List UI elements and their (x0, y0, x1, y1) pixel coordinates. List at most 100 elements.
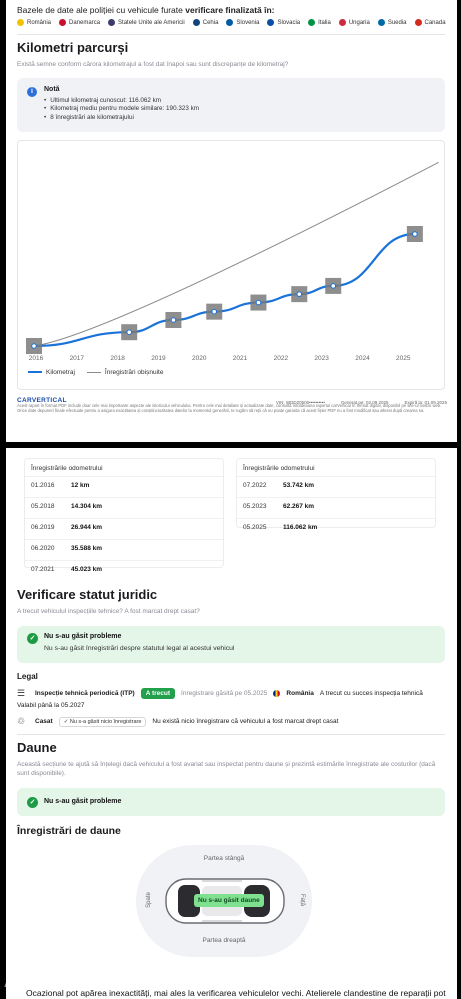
odometer-value: 116.062 km (283, 524, 318, 531)
odometer-table-header: Înregistrările odometrului (31, 465, 103, 472)
flag-icon (226, 19, 234, 26)
odometer-value: 14.304 km (71, 503, 103, 510)
x-tick-label: 2024 (355, 355, 370, 362)
data-point (412, 231, 418, 237)
x-tick-label: 2019 (151, 355, 166, 362)
itp-row: ☰ Inspecție tehnică periodică (ITP) A tr… (17, 688, 423, 699)
odometer-row: 01.2016 12 km (25, 476, 223, 494)
country-list: România Danemarca Statele Unite ale Americ… (17, 19, 446, 26)
odometer-table-left: Înregistrările odometrului 01.2016 12 km 0… (24, 458, 224, 573)
legal-subtitle: A trecut vehiculul inspecțiile tehnice? … (17, 608, 200, 615)
itp-country: România (286, 690, 314, 697)
check-icon: ✓ (27, 797, 38, 808)
casat-label: Casat (35, 718, 53, 725)
odometer-date: 07.2022 (243, 482, 267, 489)
casat-desc: Nu există nicio înregistrare că vehiculu… (152, 718, 339, 725)
flag-icon (414, 19, 422, 26)
note-title: Notă (44, 86, 60, 93)
note-item: 8 înregistrări ale kilometrajului (44, 114, 199, 122)
odometer-value: 53.742 km (283, 482, 315, 489)
odometer-value: 62.267 km (283, 503, 315, 510)
check-icon: ✓ (63, 718, 70, 725)
itp-valid: Valabil până la 05.2027 (17, 702, 84, 709)
odometer-row: 06.2020 35.588 km (25, 539, 223, 557)
country-name: Statele Unite ale Americii (118, 19, 185, 26)
country-item: Slovacia (267, 19, 300, 26)
report-disclaimer: Acest raport în format PDF include doar … (17, 403, 442, 414)
carvertical-logo: CARVERTICAL (17, 397, 67, 404)
damage-subtitle: Această secțiune te ajută să înțelegi da… (17, 761, 436, 777)
itp-desc: A trecut cu succes inspecția tehnică (319, 690, 423, 697)
legal-ok-desc: Nu s-au găsit înregistrări despre statut… (44, 645, 235, 652)
x-tick-label: 2018 (110, 355, 125, 362)
watermark: AUTOVIT.RO (4, 975, 93, 990)
odometer-value: 12 km (71, 482, 90, 489)
data-point (211, 308, 218, 315)
flag-icon (192, 19, 200, 26)
x-tick-label: 2017 (70, 355, 85, 362)
report-expires: Expiră la: 01.09.2025 (404, 400, 447, 405)
flag-icon (108, 19, 116, 26)
disclaimer-text: Ocazional pot apărea inexactități, mai a… (26, 988, 446, 998)
legal-ok-title: Nu s-au găsit probleme (44, 633, 122, 640)
country-item: România (17, 19, 51, 26)
legal-section-title: Legal (17, 672, 38, 681)
odometer-row: 06.2019 26.944 km (25, 518, 223, 536)
country-name: Slovenia (236, 19, 260, 26)
itp-label: Inspecție tehnică periodică (ITP) (35, 690, 135, 697)
side-left-label: Partea stângă (203, 855, 245, 862)
flag-icon (338, 19, 346, 26)
flag-icon (59, 19, 67, 26)
damage-ok-title: Nu s-au găsit probleme (44, 798, 122, 805)
legal-ok-box: ✓ Nu s-au găsit probleme Nu s-au găsit î… (17, 626, 445, 663)
odometer-subtitle: Există semne conform cărora kilometrajul… (17, 61, 289, 68)
data-point (255, 299, 262, 306)
odometer-table-right: Înregistrările odometrului 07.2022 53.742… (236, 458, 436, 531)
odometer-row: 05.2025 116.062 km (237, 518, 435, 536)
flag-icon (17, 19, 24, 26)
divider (17, 34, 445, 35)
odometer-date: 06.2020 (31, 545, 55, 552)
odometer-value: 35.588 km (71, 545, 103, 552)
country-item: Slovenia (226, 19, 259, 26)
odometer-date: 06.2019 (31, 524, 55, 531)
country-item: Italia (308, 19, 331, 26)
data-point (330, 283, 337, 289)
x-tick-label: 2025 (396, 355, 411, 362)
x-tick-label: 2023 (314, 355, 329, 362)
legend-label: Înregistrări obișnuite (104, 369, 164, 376)
x-tick-label: 2016 (29, 355, 44, 362)
stolen-check-intro: Bazele de date ale poliției cu vehicule … (17, 5, 275, 15)
check-icon: ✓ (27, 633, 38, 644)
note-item: Kilometraj mediu pentru modele similare:… (44, 105, 199, 113)
intro-bold: verificare finalizată în: (185, 5, 275, 15)
odometer-date: 07.2021 (31, 566, 55, 573)
country-name: Suedia (387, 19, 407, 26)
x-tick-label: 2020 (192, 355, 207, 362)
odometer-value: 26.944 km (71, 524, 103, 531)
legend-swatch (28, 371, 42, 374)
data-point (296, 291, 303, 297)
odometer-title: Kilometri parcurși (17, 40, 129, 55)
divider (17, 734, 445, 735)
report-meta: VIN: WDD20500•••••••••• Generat pe: 02.0… (276, 400, 447, 405)
odometer-date: 05.2018 (31, 503, 55, 510)
casat-pill-text: Nu s-a găsit nicio înregistrare (69, 718, 142, 725)
itp-status-badge: A trecut (140, 688, 176, 699)
legend-swatch (86, 371, 101, 373)
report-page-1: Bazele de date ale poliției cu vehicule … (6, 0, 457, 442)
report-generated: Generat pe: 02.09.2025 (340, 400, 389, 405)
odometer-row: 07.2021 45.023 km (25, 560, 223, 578)
country-item: Ungaria (338, 19, 370, 26)
series-line-regular (33, 161, 439, 347)
note-list: Ultimul kilometraj cunoscut: 116.062 km … (44, 97, 199, 122)
country-name: Cehia (202, 19, 219, 26)
damage-ok-box: ✓ Nu s-au găsit probleme (17, 788, 445, 816)
side-right-label: Partea dreaptă (202, 937, 246, 944)
odometer-value: 45.023 km (71, 566, 103, 573)
casat-pill: ✓ Nu s-a găsit nicio înregistrare (58, 716, 147, 727)
odometer-date: 05.2025 (243, 524, 267, 531)
odometer-row: 05.2023 62.267 km (237, 497, 435, 515)
data-point (170, 317, 177, 323)
odometer-chart: 2016 2017 2018 2019 2020 2021 2022 2023 2024 2025 (17, 140, 445, 390)
